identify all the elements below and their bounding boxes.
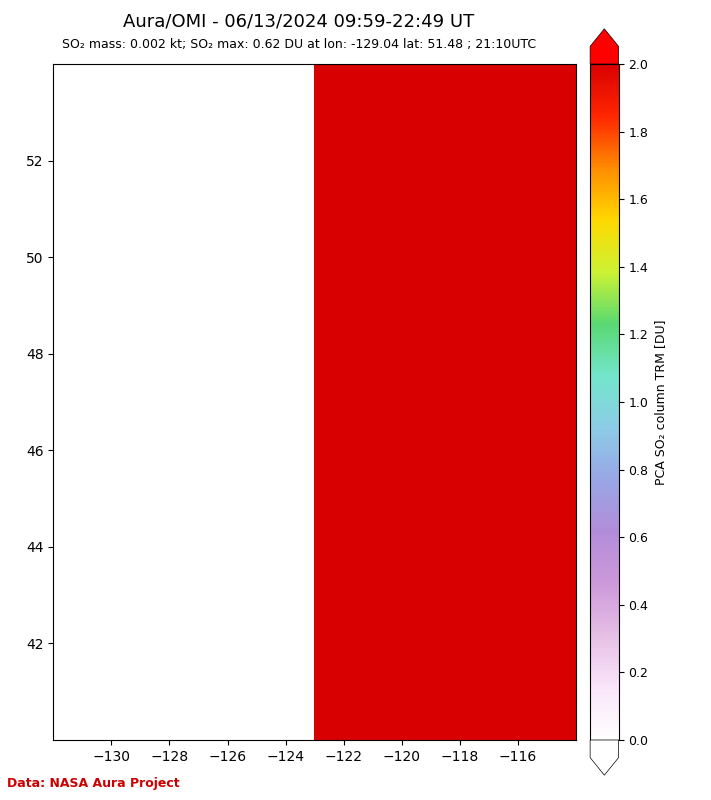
Text: Aura/OMI - 06/13/2024 09:59-22:49 UT: Aura/OMI - 06/13/2024 09:59-22:49 UT	[123, 12, 474, 30]
Y-axis label: PCA SO₂ column TRM [DU]: PCA SO₂ column TRM [DU]	[654, 319, 667, 485]
Text: Data: NASA Aura Project: Data: NASA Aura Project	[7, 778, 180, 790]
Text: SO₂ mass: 0.002 kt; SO₂ max: 0.62 DU at lon: -129.04 lat: 51.48 ; 21:10UTC: SO₂ mass: 0.002 kt; SO₂ max: 0.62 DU at …	[62, 38, 535, 51]
